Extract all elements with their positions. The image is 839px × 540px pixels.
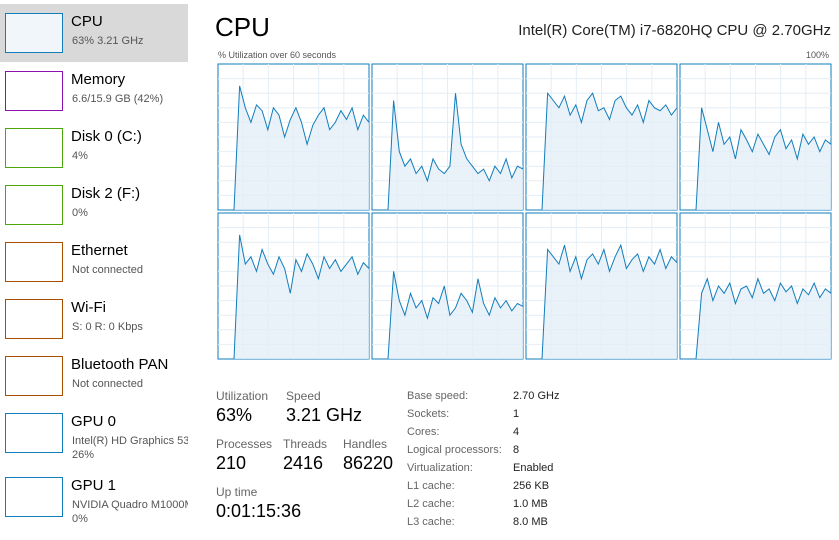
spec-label: Base speed: [407, 390, 469, 402]
core-line [233, 85, 370, 211]
spec-label: L3 cache: [407, 516, 455, 528]
sidebar-item[interactable]: Bluetooth PAN Not connected [0, 347, 188, 405]
spec-value: 8.0 MB [513, 516, 548, 528]
thumbnail [5, 356, 63, 396]
item-detail: S: 0 R: 0 Kbps [72, 321, 143, 333]
item-detail: NVIDIA Quadro M1000M [72, 499, 188, 511]
thumbnail [5, 13, 63, 53]
item-name: Memory [71, 71, 126, 88]
spec-label: L1 cache: [407, 480, 455, 492]
thumbnail [5, 242, 63, 282]
stat-value: 210 [216, 453, 247, 473]
stat-value: 63% [216, 405, 253, 425]
stat-label: Utilization [216, 389, 269, 403]
core-line [541, 91, 678, 211]
item-detail: 63% 3.21 GHz [72, 35, 144, 47]
stat-label: Handles [343, 437, 388, 451]
core-area [234, 234, 369, 359]
item-name: Bluetooth PAN [71, 356, 169, 373]
core-line [387, 271, 524, 360]
thumbnail [5, 299, 63, 339]
core-area [388, 271, 523, 359]
core-area [234, 85, 369, 210]
item-detail: 0% [72, 207, 88, 219]
item-detail: 26% [72, 449, 95, 461]
sidebar-item[interactable]: Ethernet Not connected [0, 233, 188, 291]
item-detail: Intel(R) HD Graphics 530 [72, 435, 188, 447]
spec-value: 4 [513, 426, 520, 438]
spec-value: 1.0 MB [513, 498, 548, 510]
sidebar-item[interactable]: Memory 6.6/15.9 GB (42%) [0, 62, 188, 120]
spec-label: Virtualization: [407, 462, 473, 474]
thumbnail [5, 71, 63, 111]
item-name: Ethernet [71, 242, 128, 259]
spec-label: Sockets: [407, 408, 450, 420]
core-area [696, 107, 831, 210]
core-graphs [217, 63, 832, 360]
thumbnail [5, 477, 63, 517]
spec-value: Enabled [513, 462, 554, 474]
spec-value: 256 KB [513, 480, 550, 492]
item-name: Disk 2 (F:) [71, 185, 141, 202]
item-detail: 4% [72, 150, 88, 162]
core-line [695, 107, 832, 211]
processor-name: Intel(R) Core(TM) i7-6820HQ CPU @ 2.70GH… [518, 22, 831, 39]
item-name: CPU [71, 13, 103, 30]
core-line [387, 93, 524, 211]
item-detail: 0% [72, 513, 88, 525]
item-name: Disk 0 (C:) [71, 128, 142, 145]
thumbnail [5, 185, 63, 225]
stat-label: Processes [216, 437, 273, 451]
spec-value: 1 [513, 408, 520, 420]
core-area [696, 278, 831, 359]
spec-label: L2 cache: [407, 498, 455, 510]
spec-label: Cores: [407, 426, 440, 438]
stat-label: Threads [283, 437, 328, 451]
thumbnail [5, 128, 63, 168]
sidebar-item[interactable]: Disk 2 (F:) 0% [0, 176, 188, 234]
sidebar-item[interactable]: Disk 0 (C:) 4% [0, 119, 188, 177]
item-detail: Not connected [72, 378, 143, 390]
stat-value: 0:01:15:36 [216, 501, 302, 521]
title: CPU [215, 12, 270, 42]
graph-max: 100% [805, 50, 829, 60]
core-line [695, 277, 832, 360]
stat-value: 86220 [343, 453, 394, 473]
sidebar-item[interactable]: GPU 1 NVIDIA Quadro M1000M 0% [0, 468, 188, 526]
stat-label: Up time [216, 485, 258, 499]
core-line [233, 234, 370, 360]
spec-value: 2.70 GHz [513, 390, 560, 402]
core-line [541, 243, 678, 360]
item-detail: 6.6/15.9 GB (42%) [72, 93, 164, 105]
sidebar: CPU 63% 3.21 GHz Memory 6.6/15.9 GB (42%) Di… [0, 0, 190, 540]
graph-caption: % Utilization over 60 seconds [218, 50, 337, 60]
item-name: Wi-Fi [71, 299, 106, 316]
spec-label: Logical processors: [407, 444, 502, 456]
main-panel: CPU Intel(R) Core(TM) i7-6820HQ CPU @ 2.… [200, 0, 839, 540]
spec-value: 8 [513, 444, 520, 456]
stat-value: 2416 [283, 453, 324, 473]
core-area [542, 245, 677, 359]
sidebar-item[interactable]: CPU 63% 3.21 GHz [0, 4, 188, 62]
item-detail: Not connected [72, 264, 143, 276]
thumbnail [5, 413, 63, 453]
item-name: GPU 0 [71, 413, 117, 430]
sidebar-item[interactable]: GPU 0 Intel(R) HD Graphics 530 26% [0, 404, 188, 462]
stat-value: 3.21 GHz [286, 405, 363, 425]
stat-label: Speed [286, 389, 321, 403]
sidebar-item[interactable]: Wi-Fi S: 0 R: 0 Kbps [0, 290, 188, 348]
item-name: GPU 1 [71, 477, 117, 494]
